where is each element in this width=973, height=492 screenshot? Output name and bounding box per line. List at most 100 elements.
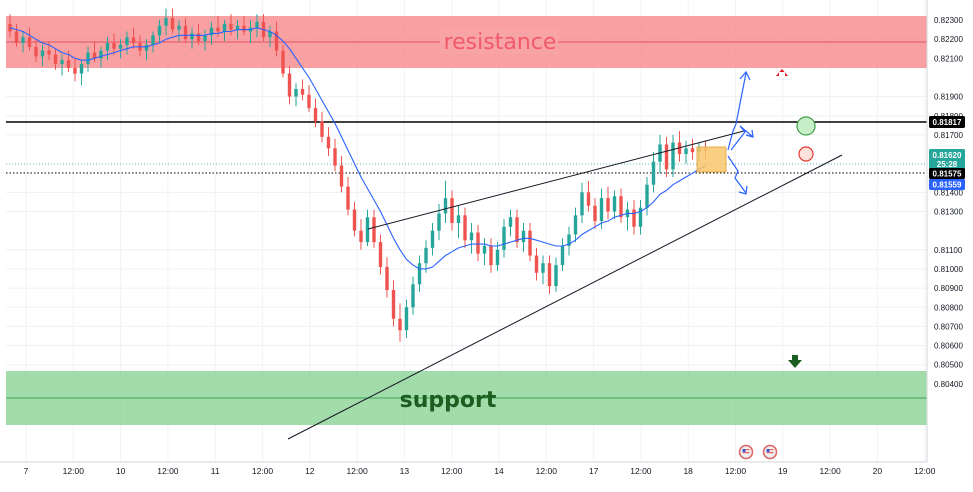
- candle: [125, 31, 129, 55]
- candle: [638, 200, 643, 235]
- candle: [170, 8, 175, 34]
- time-tick-label: 19: [778, 466, 788, 476]
- candle: [664, 136, 669, 178]
- candle-body: [352, 209, 357, 231]
- candle: [196, 23, 201, 45]
- candle-body: [612, 196, 617, 212]
- candle: [183, 18, 188, 43]
- candle-body: [515, 217, 519, 243]
- candle: [177, 20, 181, 42]
- price-tick-label: 0.80900: [934, 284, 963, 293]
- candle: [443, 180, 448, 223]
- time-tick-label: 18: [683, 466, 693, 476]
- price-axis[interactable]: 0.823000.822000.821000.819000.818000.817…: [934, 16, 963, 389]
- bearish-scenario-arrow: [727, 155, 748, 195]
- candle: [450, 190, 454, 231]
- price-tick-label: 0.81000: [934, 265, 963, 274]
- candle: [255, 14, 259, 38]
- candle: [495, 242, 500, 271]
- price-tick-label: 0.80400: [934, 380, 963, 389]
- target-circle-green: [796, 116, 816, 136]
- time-tick-label: 12:00: [536, 466, 558, 476]
- svg-text:0.81817: 0.81817: [933, 118, 962, 127]
- candle: [164, 8, 168, 36]
- candle: [372, 209, 376, 248]
- wedge-upper-trendline[interactable]: [367, 130, 745, 230]
- candle: [144, 39, 149, 61]
- candle: [359, 219, 363, 250]
- price-tick-label: 0.80700: [934, 322, 963, 331]
- candle: [268, 25, 272, 47]
- candle-body: [255, 21, 259, 28]
- candle: [586, 180, 591, 212]
- candle: [385, 257, 389, 298]
- candle-body: [580, 192, 584, 216]
- candle-body: [378, 242, 383, 268]
- candle-body: [86, 52, 90, 65]
- candle-body: [34, 46, 38, 57]
- candle: [417, 255, 422, 292]
- price-tick-label: 0.81900: [934, 93, 963, 102]
- candle-body: [398, 318, 402, 331]
- candle-body: [216, 27, 220, 32]
- candle-body: [99, 50, 103, 59]
- price-tick-label: 0.82100: [934, 54, 963, 63]
- candle: [190, 27, 194, 49]
- candle-body: [333, 148, 337, 166]
- event-flag-icon[interactable]: [762, 444, 778, 460]
- candle-body: [573, 215, 578, 235]
- price-tick-label: 0.80800: [934, 303, 963, 312]
- candle: [391, 280, 396, 327]
- candle: [157, 20, 162, 43]
- candle: [73, 58, 77, 82]
- candle: [541, 255, 545, 285]
- candle: [222, 20, 227, 42]
- candle-body: [125, 37, 129, 45]
- candle: [684, 140, 688, 164]
- candle-body: [541, 263, 545, 273]
- wedge-lower-trendline[interactable]: [287, 154, 843, 440]
- time-axis[interactable]: 7 12:00 10 12:00 11 12:00 12 12:00 13 12:00 14 12:0…: [24, 466, 936, 476]
- candle-body: [242, 25, 246, 32]
- candle-body: [151, 35, 155, 45]
- time-tick-label: 12:00: [914, 466, 936, 476]
- candle: [463, 207, 467, 248]
- candle-body: [177, 25, 181, 30]
- candle-body: [450, 198, 454, 223]
- candle-body: [307, 94, 311, 109]
- consolidation-box: [696, 146, 727, 173]
- candle-body: [411, 284, 415, 308]
- candle-body: [671, 142, 675, 170]
- time-tick-label: 12:00: [63, 466, 85, 476]
- candle-body: [430, 230, 435, 248]
- price-tick-label: 0.80600: [934, 342, 963, 351]
- candle-body: [664, 144, 669, 170]
- svg-text:0.81575: 0.81575: [933, 170, 962, 179]
- candle: [599, 188, 604, 229]
- candle: [274, 21, 279, 57]
- candle: [313, 98, 318, 128]
- candle: [40, 44, 45, 66]
- time-tick-label: 12:00: [157, 466, 179, 476]
- time-tick-label: 7: [24, 466, 29, 476]
- candle-body: [144, 44, 149, 51]
- candle-body: [534, 255, 539, 273]
- candle-body: [567, 234, 571, 246]
- candle-body: [320, 121, 324, 137]
- candle: [476, 224, 480, 262]
- candle: [287, 65, 292, 105]
- candle-body: [645, 184, 649, 208]
- candle-body: [437, 213, 441, 231]
- candle: [320, 111, 324, 143]
- candle-body: [79, 64, 84, 74]
- candle: [339, 155, 344, 193]
- candle-body: [112, 42, 116, 49]
- candle: [456, 205, 461, 239]
- event-flag-icon[interactable]: [738, 444, 754, 460]
- candle-body: [554, 265, 558, 287]
- candle-body: [690, 148, 695, 153]
- candle-body: [586, 192, 591, 206]
- candle: [112, 33, 116, 55]
